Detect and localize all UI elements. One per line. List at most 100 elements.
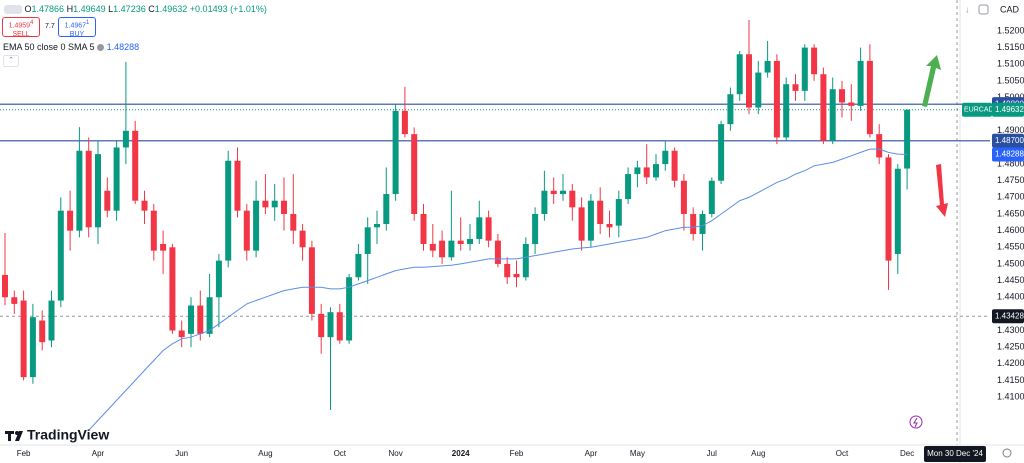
- candle-body: [904, 109, 911, 169]
- candle-body: [746, 54, 752, 108]
- candle-body: [188, 305, 194, 334]
- ema-badge-label: 1.48288: [995, 150, 1024, 159]
- candle-body: [85, 150, 92, 228]
- candle-body: [829, 89, 836, 141]
- ohlc-value: 1.47236: [113, 4, 146, 14]
- indicator-icon[interactable]: [97, 44, 105, 52]
- y-tick-label: 1.44500: [997, 275, 1024, 285]
- date-badge: [924, 446, 986, 462]
- candle-body: [57, 210, 64, 301]
- candle-body: [262, 200, 269, 208]
- candle-body: [857, 60, 864, 106]
- candle-body: [160, 243, 167, 251]
- logo-mark: [15, 431, 23, 441]
- candle-body: [67, 210, 74, 231]
- candle-body: [606, 223, 613, 228]
- sell-pip: 4: [30, 20, 34, 26]
- y-tick-label: 1.42000: [997, 358, 1024, 368]
- hline-badge-label: 1.48700: [995, 136, 1024, 145]
- candle-body: [318, 313, 325, 338]
- candle-body: [467, 238, 473, 244]
- candle-body: [206, 297, 213, 334]
- candle-body: [578, 207, 585, 241]
- candle-body: [764, 60, 771, 73]
- candle-body: [225, 160, 232, 261]
- indicator-name[interactable]: EMA 50 close 0 SMA 5: [3, 42, 95, 52]
- symbol-header: O1.47866 H1.49649 L1.47236 C1.49632 +0.0…: [4, 4, 267, 15]
- buy-price: 1.4967: [64, 22, 87, 30]
- toolbar-icon[interactable]: ↓: [965, 4, 970, 14]
- y-tick-label: 1.51000: [997, 59, 1024, 69]
- candle-body: [39, 320, 46, 343]
- y-tick-label: 1.48000: [997, 158, 1024, 168]
- candle-body: [680, 180, 687, 215]
- candle-body: [736, 54, 743, 95]
- ema-badge: [992, 147, 1024, 162]
- candle-body: [625, 174, 632, 200]
- candle-body: [773, 60, 780, 138]
- crosshair-badge: [992, 309, 1024, 324]
- candle-body: [113, 147, 120, 211]
- candle-body: [299, 230, 306, 248]
- candle-body: [76, 150, 83, 231]
- x-tick-label: Jul: [707, 449, 717, 458]
- candle-body: [615, 199, 622, 226]
- y-tick-label: 1.46000: [997, 225, 1024, 235]
- candle-body: [392, 110, 399, 195]
- collapse-button[interactable]: ⌃: [3, 55, 19, 67]
- sell-button[interactable]: 1.49594 SELL: [2, 17, 40, 39]
- candle-body: [336, 312, 343, 341]
- candle-body: [718, 124, 725, 181]
- candle-body: [866, 60, 873, 135]
- x-tick-label: Apr: [585, 449, 598, 458]
- y-tick-label: 1.47000: [997, 192, 1024, 202]
- currency[interactable]: CAD: [1000, 4, 1020, 14]
- y-tick-label: 1.47500: [997, 175, 1024, 185]
- symbol-icon[interactable]: [4, 5, 22, 15]
- candle-body: [801, 47, 808, 91]
- candle-body: [150, 210, 157, 251]
- candle-body: [20, 300, 27, 378]
- candle-body: [811, 47, 818, 75]
- candle-body: [308, 247, 315, 314]
- candle-body: [448, 240, 455, 258]
- candle-body: [439, 240, 446, 258]
- candle-body: [550, 190, 557, 195]
- ohlc-value: 1.49649: [73, 4, 106, 14]
- ohlc-label: L: [108, 4, 114, 14]
- buy-button[interactable]: 1.49671 BUY: [58, 17, 96, 39]
- candle-body: [253, 200, 260, 251]
- candle-body: [513, 273, 520, 278]
- sell-label: SELL: [12, 31, 30, 39]
- candle-body: [346, 277, 353, 341]
- settings-icon[interactable]: [1002, 448, 1012, 458]
- candle-body: [653, 164, 659, 178]
- candle-body: [178, 330, 185, 338]
- candle-body: [169, 247, 176, 331]
- x-tick-label: May: [630, 449, 645, 458]
- candle-body: [690, 214, 697, 234]
- candle-body: [401, 110, 408, 135]
- candle-body: [597, 200, 604, 224]
- x-tick-label: Jun: [175, 449, 188, 458]
- candle-body: [839, 89, 845, 103]
- buy-label: BUY: [69, 31, 85, 39]
- x-tick-label: Oct: [836, 449, 849, 458]
- ohlc-value: 1.47866: [31, 4, 65, 14]
- x-tick-label: Feb: [17, 449, 31, 458]
- candle-body: [699, 214, 706, 234]
- candle-body: [243, 210, 250, 251]
- change: +0.01493 (+1.01%): [189, 4, 267, 14]
- candle-body: [587, 200, 594, 241]
- candle-body: [197, 305, 204, 334]
- candle-body: [327, 312, 334, 338]
- logo-mark: [8, 431, 11, 441]
- candle-body: [532, 214, 539, 244]
- candle-body: [29, 317, 36, 378]
- candle-body: [364, 227, 371, 254]
- toolbar-icon[interactable]: [978, 4, 989, 15]
- candle-body: [485, 217, 492, 241]
- event-icon[interactable]: [909, 415, 923, 429]
- x-tick-label: Aug: [258, 449, 272, 458]
